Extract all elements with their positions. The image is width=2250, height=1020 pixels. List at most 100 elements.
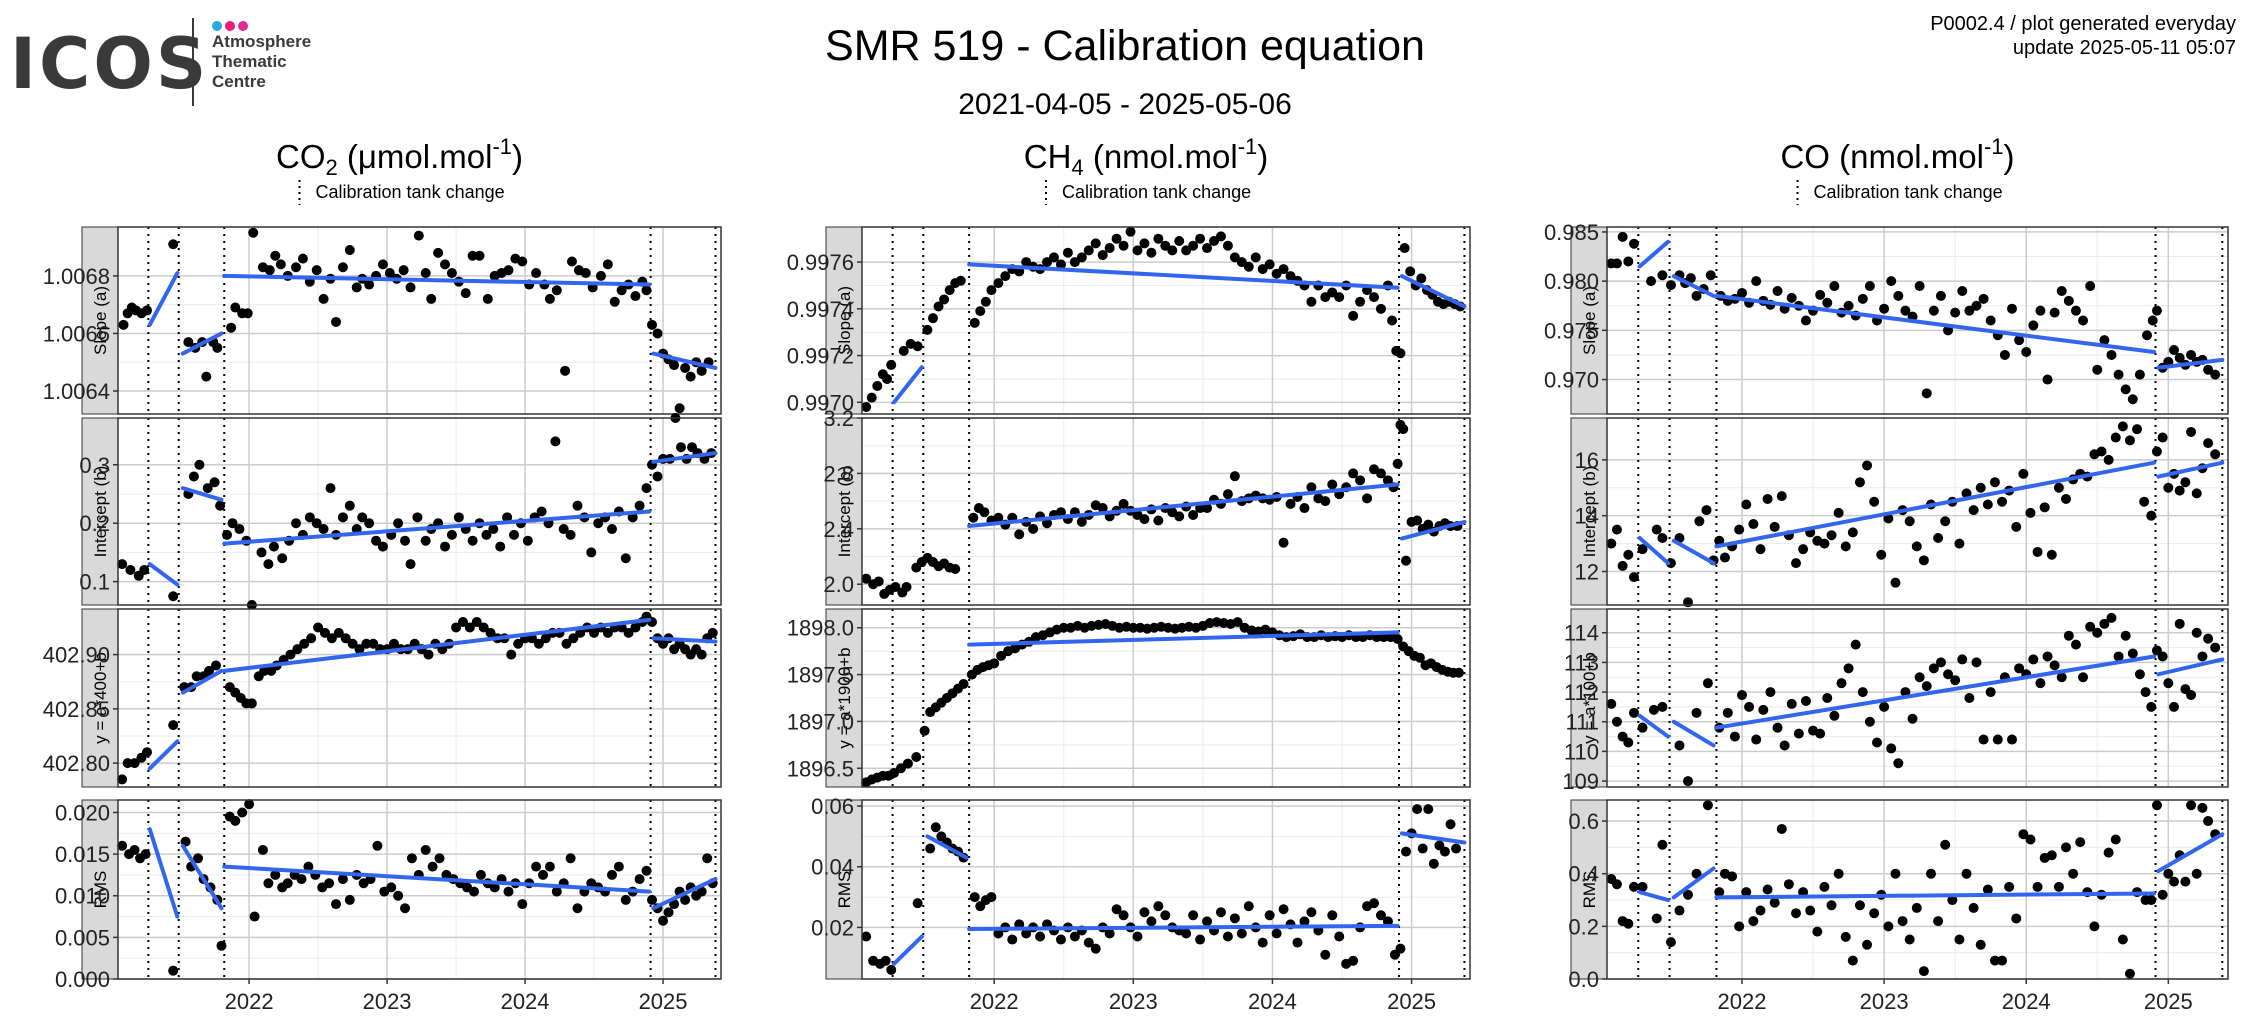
- data-point: [641, 285, 652, 296]
- fit-line: [1671, 538, 1716, 566]
- data-point: [2203, 816, 2214, 827]
- data-point: [1843, 300, 1854, 311]
- facet-2-0: Slope (a) 0.970 0.975 0.980 0.985: [1544, 220, 2229, 415]
- data-point: [572, 500, 583, 511]
- data-point: [2169, 701, 2179, 712]
- data-point: [2099, 335, 2110, 346]
- generation-info-line-1: P0002.4 / plot generated everyday: [1930, 13, 2236, 35]
- data-point: [1734, 921, 1745, 932]
- page-subtitle: 2021-04-05 - 2025-05-06: [958, 88, 1292, 121]
- data-point: [1049, 252, 1059, 263]
- data-point: [544, 861, 555, 872]
- facet-2-3: RMS 0.0 0.2 0.4 0.6 2022 2023 2024 2025: [1568, 799, 2229, 1014]
- fit-line: [222, 509, 652, 546]
- data-point: [2085, 281, 2096, 292]
- data-point: [2056, 285, 2067, 296]
- data-point: [304, 512, 315, 523]
- data-point: [141, 747, 152, 758]
- data-point: [489, 882, 500, 893]
- data-point: [979, 507, 990, 518]
- gas-unit: (μmol.mol: [338, 138, 493, 175]
- y-tick-label: 0.1: [79, 570, 110, 595]
- data-point: [537, 869, 548, 880]
- data-point: [324, 878, 335, 889]
- data-point: [955, 275, 966, 286]
- data-point: [568, 633, 579, 644]
- data-point: [1362, 493, 1373, 504]
- y-tick-label: 0.3: [79, 453, 110, 478]
- data-point: [1755, 905, 1766, 916]
- data-point: [1118, 498, 1129, 509]
- y-tick-label: 2.0: [823, 572, 854, 597]
- data-point: [606, 524, 617, 535]
- panel-2: CO (nmol.mol-1)Calibration tank changeSl…: [1544, 134, 2229, 1014]
- y-tick-label: 3.2: [823, 406, 854, 431]
- fit-line: [1714, 654, 2157, 730]
- data-point: [912, 898, 923, 909]
- data-point: [2110, 834, 2121, 845]
- data-point: [2014, 663, 2025, 674]
- fit-line: [147, 271, 180, 327]
- data-point: [1399, 243, 1410, 254]
- data-point: [531, 268, 542, 279]
- data-point: [1840, 541, 1851, 552]
- fit-line: [1637, 239, 1671, 269]
- data-point: [1139, 238, 1150, 249]
- facet-strip: [1570, 417, 1608, 606]
- y-tick-label: 16: [1575, 448, 1599, 473]
- data-point: [1822, 693, 1833, 703]
- data-point: [1683, 889, 1693, 900]
- y-tick-label: 2.8: [823, 461, 854, 486]
- data-point: [1423, 804, 1434, 815]
- data-point: [1992, 734, 2003, 745]
- data-point: [911, 752, 922, 763]
- data-point: [1327, 910, 1338, 921]
- data-point: [2151, 305, 2162, 316]
- y-tick-label: 110: [1564, 739, 1599, 764]
- data-point: [2046, 850, 2057, 861]
- y-tick-label: 0.020: [55, 800, 110, 825]
- data-point: [412, 512, 423, 523]
- data-point: [257, 844, 268, 855]
- facet-0-2: y = a*400+b 402.80 402.85 402.90: [43, 608, 722, 788]
- data-point: [1985, 687, 1996, 698]
- data-point: [2127, 648, 2138, 659]
- data-point: [1933, 916, 1944, 927]
- data-point: [1623, 256, 1634, 267]
- data-point: [658, 915, 669, 926]
- data-point: [1132, 245, 1143, 256]
- fit-line: [222, 273, 652, 287]
- data-point: [873, 576, 884, 587]
- data-point: [880, 955, 891, 966]
- data-point: [1606, 538, 1617, 549]
- data-point: [1398, 424, 1409, 435]
- data-point: [1401, 846, 1411, 857]
- data-point: [2142, 330, 2152, 341]
- y-tick-label: 2.4: [823, 517, 854, 542]
- data-point: [536, 506, 547, 517]
- data-point: [1395, 348, 1406, 359]
- facet-2-2: y = a*100+b 109 110 111 112 113 114: [1562, 608, 2229, 794]
- data-point: [872, 380, 883, 391]
- y-tick-label: 109: [1562, 769, 1599, 794]
- data-point: [1412, 515, 1423, 526]
- fit-line: [147, 827, 180, 919]
- data-point: [2103, 454, 2114, 465]
- data-point: [303, 861, 314, 872]
- panel-1: CH4 (nmol.mol-1)Calibration tank changeS…: [787, 134, 1471, 1014]
- logo-dots-icon: [212, 18, 262, 31]
- data-point: [1935, 657, 1946, 668]
- data-point: [1890, 577, 1901, 588]
- data-point: [1055, 259, 1066, 270]
- data-point: [912, 341, 923, 352]
- data-point: [1926, 868, 1936, 879]
- facet-strip: [825, 226, 863, 415]
- data-point: [2147, 315, 2158, 326]
- data-point: [1911, 541, 1922, 552]
- data-point: [1412, 804, 1423, 815]
- data-point: [299, 638, 310, 649]
- data-point: [2014, 335, 2025, 346]
- data-point: [1097, 503, 1108, 514]
- data-point: [1125, 226, 1136, 237]
